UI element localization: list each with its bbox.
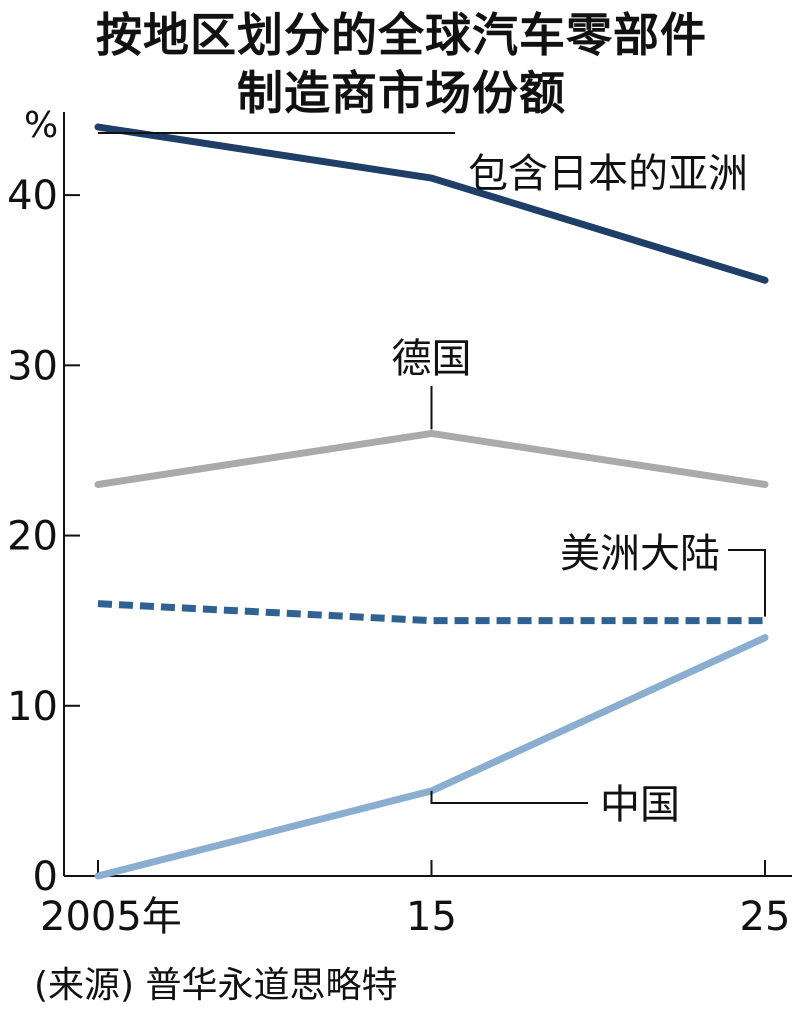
- leader-line: [728, 549, 766, 617]
- chart-title: 按地区划分的全球汽车零部件 制造商市场份额: [0, 6, 803, 122]
- x-tick-label: 25: [740, 894, 791, 940]
- x-tick-label: 2005年: [40, 894, 182, 940]
- series-lines: [94, 123, 769, 880]
- y-tick-label: 30: [7, 343, 58, 389]
- series-label: 中国: [600, 782, 680, 828]
- series-label: 美洲大陆: [560, 531, 720, 577]
- series-label: 包含日本的亚洲: [468, 151, 748, 197]
- series-line-2: [94, 429, 769, 488]
- series-line-1: [94, 123, 769, 284]
- y-tick-label: 10: [7, 684, 58, 730]
- chart-title-line-1: 按地区划分的全球汽车零部件: [96, 8, 707, 62]
- leader-line: [430, 790, 588, 804]
- series-label: 德国: [392, 336, 472, 382]
- source-note: (来源) 普华永道思略特: [34, 965, 398, 1006]
- y-axis-unit-label: %: [24, 105, 58, 146]
- y-tick-label: 20: [7, 514, 58, 560]
- y-tick-label: 0: [33, 854, 58, 900]
- y-tick-label: 40: [7, 173, 58, 219]
- series-line-3: [97, 600, 765, 625]
- chart-axes: 0 10 20 30 40% 2005年 15 25: [7, 105, 792, 940]
- chart-title-line-2: 制造商市场份额: [237, 66, 566, 120]
- x-tick-label: 15: [406, 894, 457, 940]
- series-line-4: [94, 634, 769, 880]
